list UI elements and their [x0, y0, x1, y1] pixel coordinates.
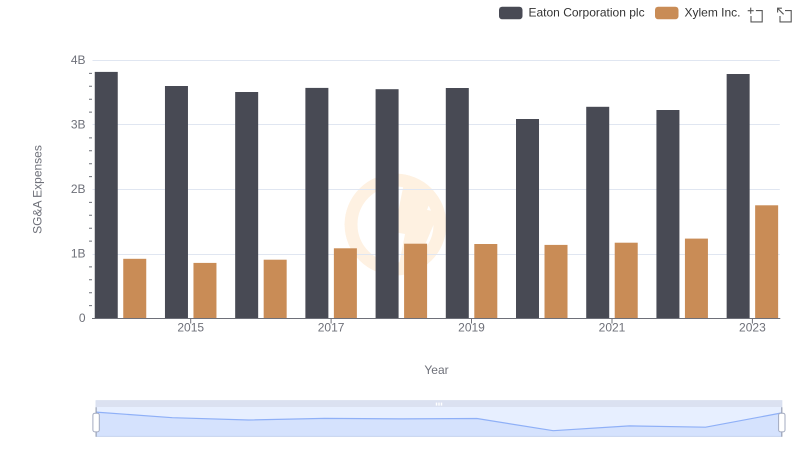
svg-text:2017: 2017 [318, 320, 345, 334]
svg-text:2019: 2019 [458, 320, 485, 334]
svg-text:Year: Year [424, 363, 448, 377]
svg-text:Eaton Corporation plc: Eaton Corporation plc [529, 5, 645, 19]
svg-text:Xylem Inc.: Xylem Inc. [685, 5, 741, 19]
svg-text:2023: 2023 [739, 320, 766, 334]
svg-text:4B: 4B [71, 53, 86, 67]
svg-text:SG&A Expenses: SG&A Expenses [31, 145, 45, 234]
svg-text:2021: 2021 [599, 320, 626, 334]
svg-text:0: 0 [79, 311, 86, 325]
svg-text:2015: 2015 [177, 320, 204, 334]
svg-text:1B: 1B [71, 247, 86, 261]
svg-text:2B: 2B [71, 182, 86, 196]
svg-text:3B: 3B [71, 118, 86, 132]
